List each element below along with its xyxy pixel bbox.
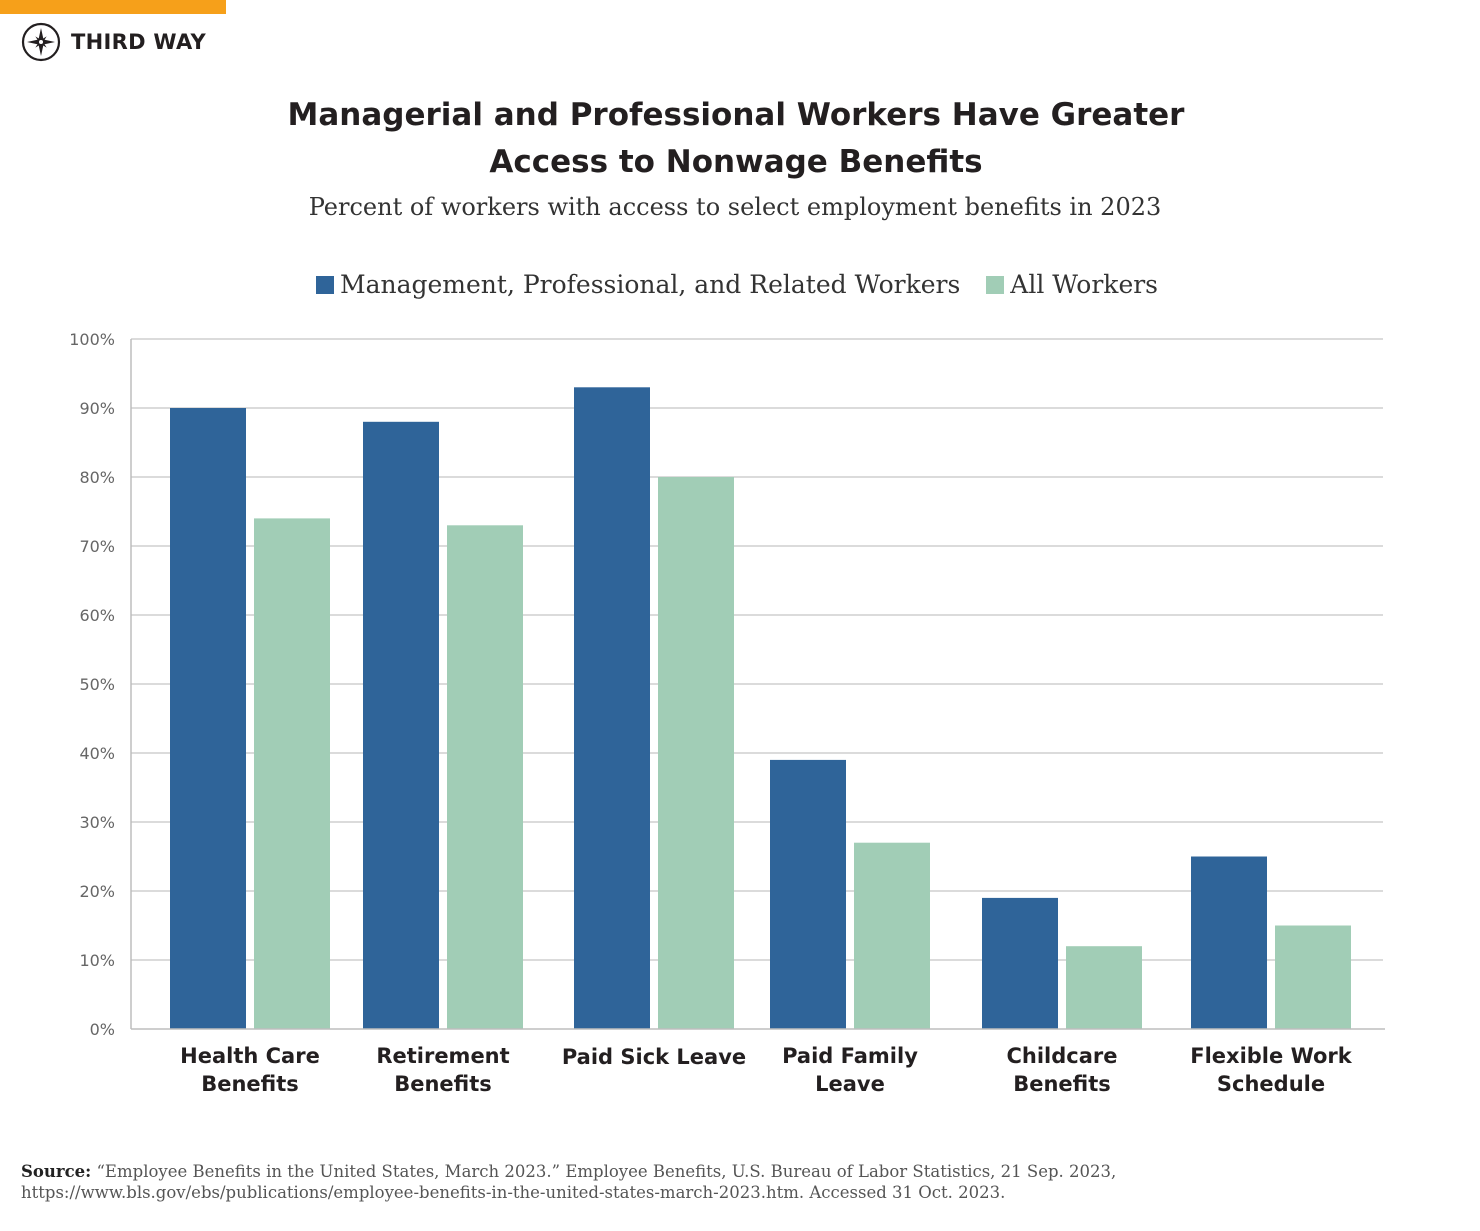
brand-accent-bar	[0, 0, 226, 14]
chart-subtitle: Percent of workers with access to select…	[308, 193, 1162, 221]
y-tick-label: 50%	[79, 675, 115, 694]
legend-label-management: Management, Professional, and Related Wo…	[339, 270, 961, 299]
x-tick-label-line: Retirement	[376, 1044, 509, 1068]
x-tick-label-line: Benefits	[394, 1072, 492, 1096]
bar	[574, 387, 650, 1029]
bar	[254, 518, 330, 1029]
brand: THIRD WAY	[21, 22, 206, 62]
bars	[170, 387, 1351, 1029]
y-tick-label: 100%	[69, 330, 115, 349]
source-label: Source:	[21, 1162, 92, 1181]
x-tick-label-line: Benefits	[201, 1072, 299, 1096]
bar	[658, 477, 734, 1029]
chart-title: Managerial and Professional Workers Have…	[0, 92, 1472, 186]
legend-swatch-all-workers	[986, 275, 1005, 294]
chart-legend: Management, Professional, and Related Wo…	[0, 270, 1474, 299]
bar	[447, 525, 523, 1029]
y-tick-label: 0%	[90, 1020, 115, 1039]
x-tick-label-line: Paid Sick Leave	[562, 1045, 746, 1069]
bar	[1275, 925, 1351, 1029]
gridlines	[131, 338, 1383, 961]
y-tick-label: 90%	[79, 399, 115, 418]
y-axis-ticks: 0% 10% 20% 30% 40% 50% 60% 70% 80% 90% 100%	[69, 330, 115, 1039]
x-tick-label-line: Schedule	[1217, 1072, 1325, 1096]
source-text: “Employee Benefits in the United States,…	[21, 1162, 1117, 1202]
axes	[130, 339, 1385, 1030]
bar	[1191, 856, 1267, 1029]
compass-icon	[21, 22, 61, 62]
x-tick-label-line: Leave	[815, 1072, 885, 1096]
x-tick-label-line: Paid Family	[782, 1044, 918, 1068]
x-tick-label-line: Childcare	[1006, 1044, 1117, 1068]
y-tick-label: 80%	[79, 468, 115, 487]
brand-name: THIRD WAY	[71, 30, 206, 54]
y-tick-label: 70%	[79, 537, 115, 556]
legend-label-all-workers: All Workers	[1010, 270, 1159, 299]
y-tick-label: 20%	[79, 882, 115, 901]
x-tick-label: Retirement Benefits	[376, 1044, 509, 1096]
x-tick-label: Paid Family Leave	[782, 1044, 918, 1096]
bar	[982, 897, 1058, 1029]
x-tick-label: Childcare Benefits	[1006, 1044, 1117, 1096]
y-tick-label: 10%	[79, 951, 115, 970]
x-axis-labels: Health Care Benefits Retirement Benefits Pai…	[180, 1044, 1353, 1096]
bar	[854, 842, 930, 1029]
source-note: Source: “Employee Benefits in the United…	[21, 1161, 1461, 1203]
y-tick-label: 60%	[79, 606, 115, 625]
chart-title-line: Managerial and Professional Workers Have…	[287, 97, 1185, 133]
chart-title-line: Access to Nonwage Benefits	[489, 144, 983, 180]
x-tick-label-line: Benefits	[1013, 1072, 1111, 1096]
bar	[363, 421, 439, 1029]
legend-item-all-workers: All Workers	[986, 270, 1158, 299]
x-tick-label-line: Flexible Work	[1190, 1044, 1353, 1068]
legend-item-management: Management, Professional, and Related Wo…	[315, 270, 961, 299]
bar	[770, 759, 846, 1029]
y-tick-label: 40%	[79, 744, 115, 763]
bar	[170, 408, 246, 1029]
x-tick-label: Health Care Benefits	[180, 1044, 320, 1096]
y-tick-label: 30%	[79, 813, 115, 832]
x-tick-label: Paid Sick Leave	[562, 1045, 746, 1069]
bar	[1066, 946, 1142, 1029]
x-tick-label: Flexible Work Schedule	[1190, 1044, 1353, 1096]
x-tick-label-line: Health Care	[180, 1044, 320, 1068]
legend-swatch-management	[315, 275, 334, 294]
